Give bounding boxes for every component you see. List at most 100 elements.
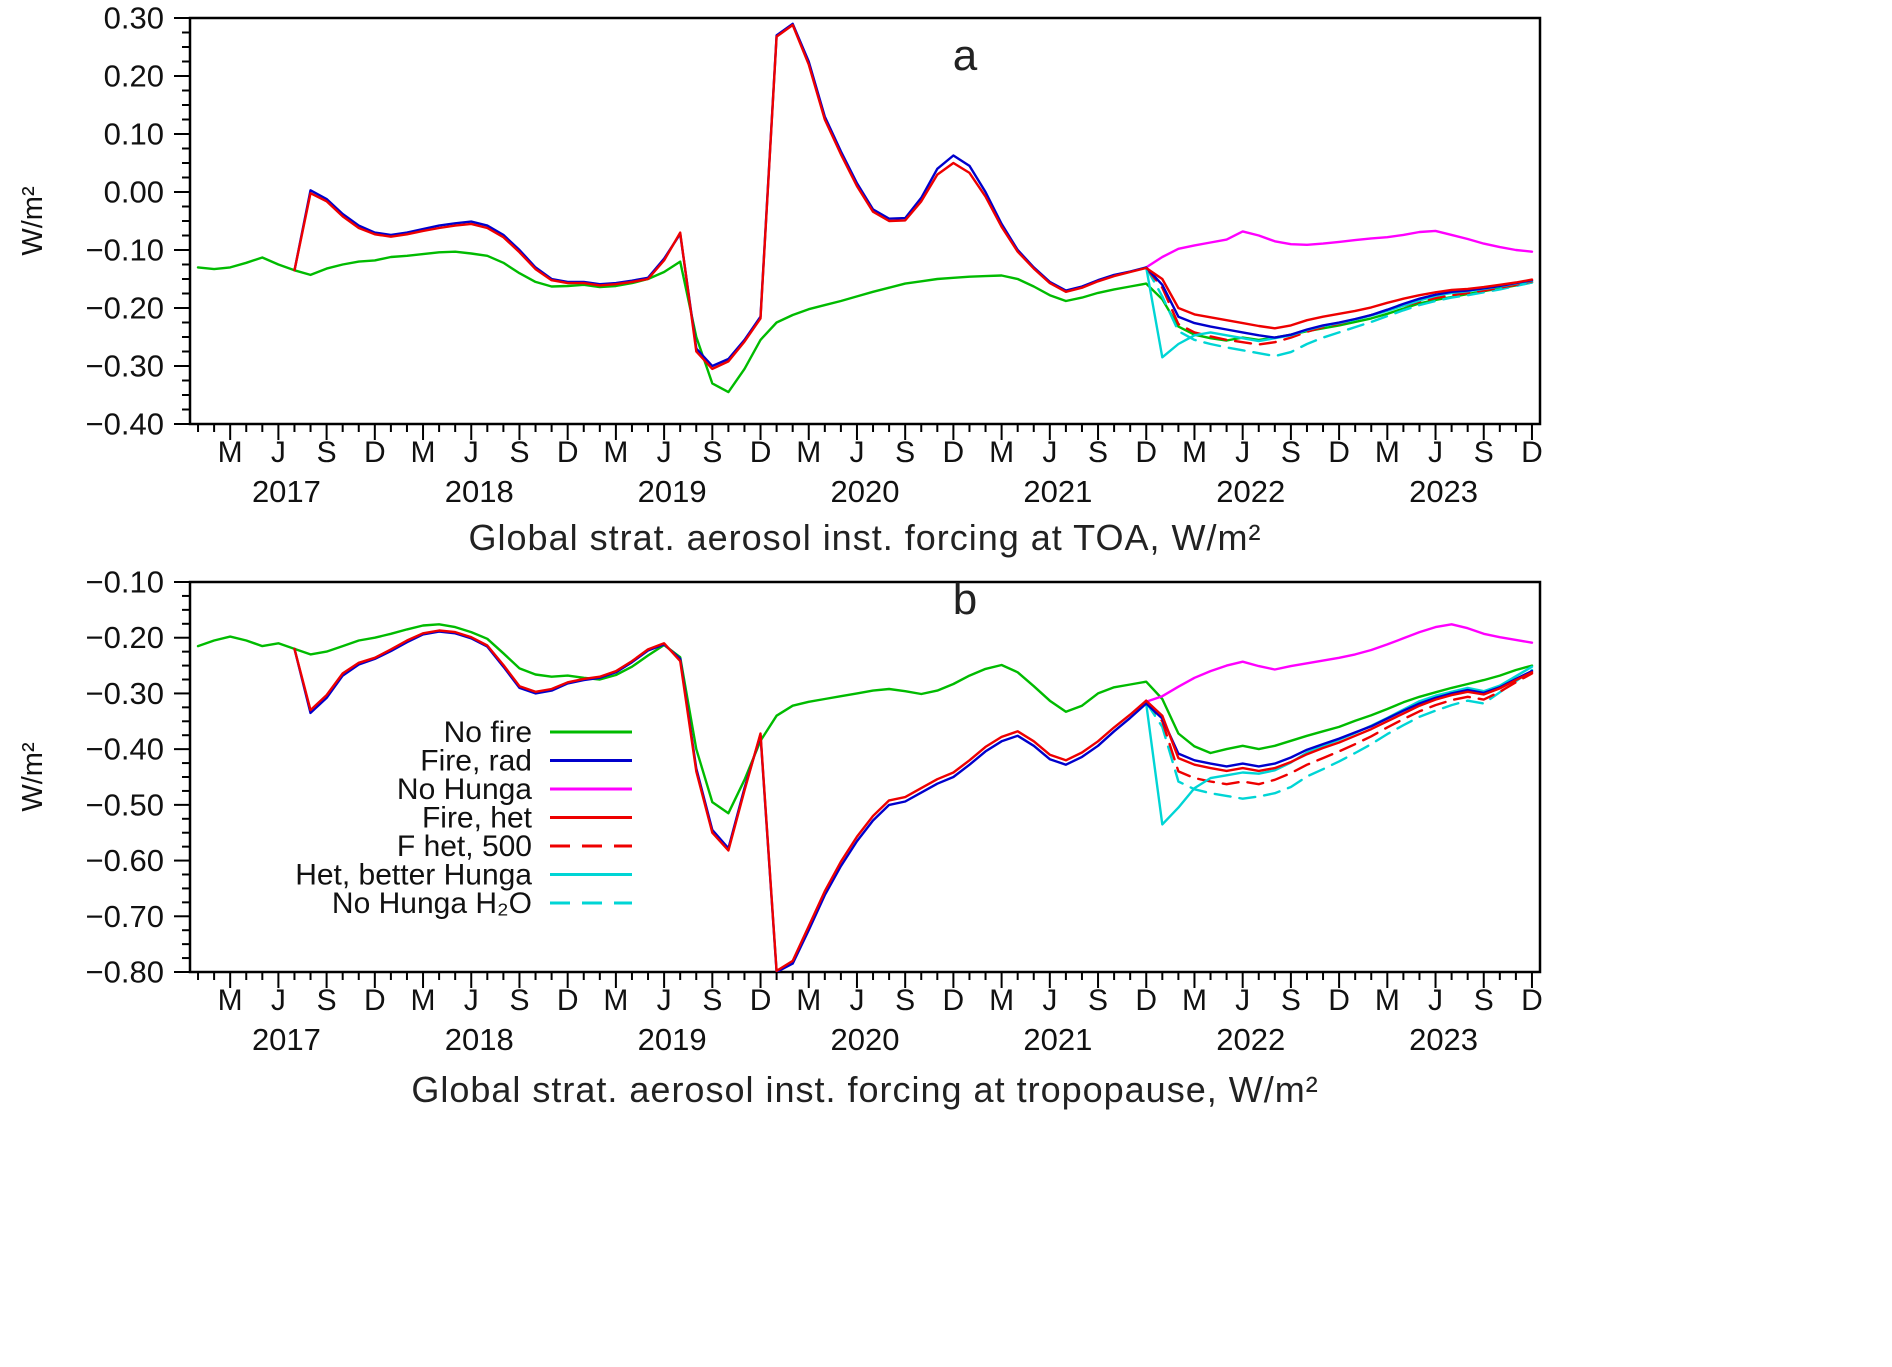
y-tick-label: 0.00 bbox=[104, 175, 164, 210]
month-tick-label: S bbox=[895, 436, 915, 469]
month-tick-label: M bbox=[796, 436, 821, 469]
month-tick-label: J bbox=[849, 436, 864, 469]
y-tick-label: −0.70 bbox=[86, 899, 164, 934]
year-label: 2021 bbox=[1023, 1022, 1092, 1057]
series-no-hunga-a bbox=[1145, 229, 1534, 269]
month-tick-label: D bbox=[1521, 436, 1543, 469]
year-label: 2018 bbox=[445, 1022, 514, 1057]
series-fire-rad-a bbox=[293, 22, 1534, 368]
month-tick-label: D bbox=[364, 984, 386, 1017]
year-label: 2022 bbox=[1216, 1022, 1285, 1057]
y-tick-label: −0.40 bbox=[86, 407, 164, 442]
month-tick-label: M bbox=[411, 436, 436, 469]
month-tick-label: D bbox=[557, 436, 579, 469]
legend-label: Fire, het bbox=[422, 802, 533, 835]
month-tick-label: J bbox=[1235, 436, 1250, 469]
y-tick-label: −0.10 bbox=[86, 233, 164, 268]
year-label: 2022 bbox=[1216, 474, 1285, 509]
series-no-hunga-b bbox=[1145, 623, 1534, 703]
series-fire-het-b bbox=[293, 629, 1534, 972]
series-group-b bbox=[196, 623, 1534, 972]
y-axis-b: −0.10 −0.20 −0.30 −0.40 −0.50 −0.60 −0.70 −0.80 bbox=[86, 565, 190, 990]
legend-label: No Hunga H₂O bbox=[332, 887, 532, 920]
month-tick-label: M bbox=[218, 984, 243, 1017]
month-tick-label: D bbox=[1521, 984, 1543, 1017]
month-tick-label: D bbox=[943, 436, 965, 469]
legend-label: No fire bbox=[444, 716, 532, 749]
month-tick-label: M bbox=[1375, 436, 1400, 469]
month-tick-label: M bbox=[1375, 984, 1400, 1017]
month-tick-label: M bbox=[603, 436, 628, 469]
month-tick-label: S bbox=[1088, 984, 1108, 1017]
month-tick-label: S bbox=[317, 984, 337, 1017]
y-axis-title-b: W/m² bbox=[17, 742, 49, 812]
panel-letter-a: a bbox=[953, 31, 978, 80]
month-tick-label: S bbox=[1474, 436, 1494, 469]
y-tick-label: 0.30 bbox=[104, 1, 164, 36]
month-tick-label: M bbox=[989, 984, 1014, 1017]
y-tick-label: 0.10 bbox=[104, 117, 164, 152]
year-label: 2019 bbox=[638, 1022, 707, 1057]
month-tick-label: J bbox=[271, 436, 286, 469]
y-tick-label: 0.20 bbox=[104, 59, 164, 94]
month-tick-label: M bbox=[603, 984, 628, 1017]
month-tick-label: M bbox=[989, 436, 1014, 469]
month-tick-label: M bbox=[218, 436, 243, 469]
y-tick-label: −0.10 bbox=[86, 565, 164, 600]
legend-entry-f-het-500: F het, 500 bbox=[397, 830, 632, 863]
month-tick-label: S bbox=[317, 436, 337, 469]
panel-a: 0.300.200.100.00−0.10−0.20−0.30−0.40M J S D… bbox=[17, 1, 1543, 559]
month-tick-label: J bbox=[464, 984, 479, 1017]
panel-letter-b: b bbox=[953, 575, 977, 624]
month-tick-label: D bbox=[750, 984, 772, 1017]
year-label: 2018 bbox=[445, 474, 514, 509]
year-label: 2023 bbox=[1409, 1022, 1478, 1057]
panel-b: −0.10 −0.20 −0.30 −0.40 −0.50 −0.60 −0.70 −0.80… bbox=[17, 565, 1543, 1111]
month-tick-label: M bbox=[796, 984, 821, 1017]
month-tick-label: D bbox=[1328, 984, 1350, 1017]
legend-label: F het, 500 bbox=[397, 830, 532, 863]
month-tick-label: D bbox=[557, 984, 579, 1017]
month-tick-label: M bbox=[1182, 984, 1207, 1017]
month-tick-label: D bbox=[1328, 436, 1350, 469]
month-tick-label: J bbox=[271, 984, 286, 1017]
legend-entry-het-better-hunga: Het, better Hunga bbox=[295, 859, 632, 892]
year-label: 2021 bbox=[1023, 474, 1092, 509]
month-tick-label: J bbox=[657, 984, 672, 1017]
month-tick-label: S bbox=[1281, 436, 1301, 469]
legend-entry-no-hunga: No Hunga bbox=[397, 773, 632, 806]
series-f-het-500-b bbox=[1145, 672, 1534, 786]
legend-entry-fire-rad: Fire, rad bbox=[420, 745, 632, 778]
legend-label: Fire, rad bbox=[420, 745, 532, 778]
month-tick-label: D bbox=[750, 436, 772, 469]
y-tick-label: −0.30 bbox=[86, 349, 164, 384]
y-tick-label: −0.60 bbox=[86, 843, 164, 878]
month-tick-label: J bbox=[1428, 436, 1443, 469]
year-label: 2017 bbox=[252, 1022, 321, 1057]
year-label: 2020 bbox=[831, 1022, 900, 1057]
panel-title-a: Global strat. aerosol inst. forcing at T… bbox=[469, 517, 1262, 558]
month-tick-label: S bbox=[509, 436, 529, 469]
month-tick-label: S bbox=[895, 984, 915, 1017]
series-fire-het-a bbox=[293, 23, 1534, 371]
month-tick-label: S bbox=[1281, 984, 1301, 1017]
series-group-a bbox=[196, 22, 1534, 394]
plot-frame-a bbox=[188, 16, 1542, 426]
series-het-better-hunga-a bbox=[1145, 266, 1534, 359]
legend-entry-fire-het: Fire, het bbox=[422, 802, 632, 835]
month-tick-label: J bbox=[1428, 984, 1443, 1017]
month-tick-label: S bbox=[1088, 436, 1108, 469]
legend-entry-no-hunga-h-o: No Hunga H₂O bbox=[332, 887, 632, 920]
month-tick-label: S bbox=[702, 436, 722, 469]
legend-label: No Hunga bbox=[397, 773, 532, 806]
month-tick-label: J bbox=[1235, 984, 1250, 1017]
month-tick-label: J bbox=[1042, 436, 1057, 469]
series-no-fire-a bbox=[196, 250, 1534, 394]
month-tick-label: S bbox=[702, 984, 722, 1017]
y-tick-label: −0.50 bbox=[86, 787, 164, 822]
